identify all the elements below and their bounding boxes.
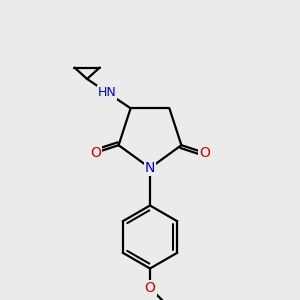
- Text: O: O: [90, 146, 101, 160]
- Text: O: O: [199, 146, 210, 160]
- Text: O: O: [145, 281, 155, 295]
- Text: HN: HN: [98, 86, 116, 99]
- Text: N: N: [145, 161, 155, 175]
